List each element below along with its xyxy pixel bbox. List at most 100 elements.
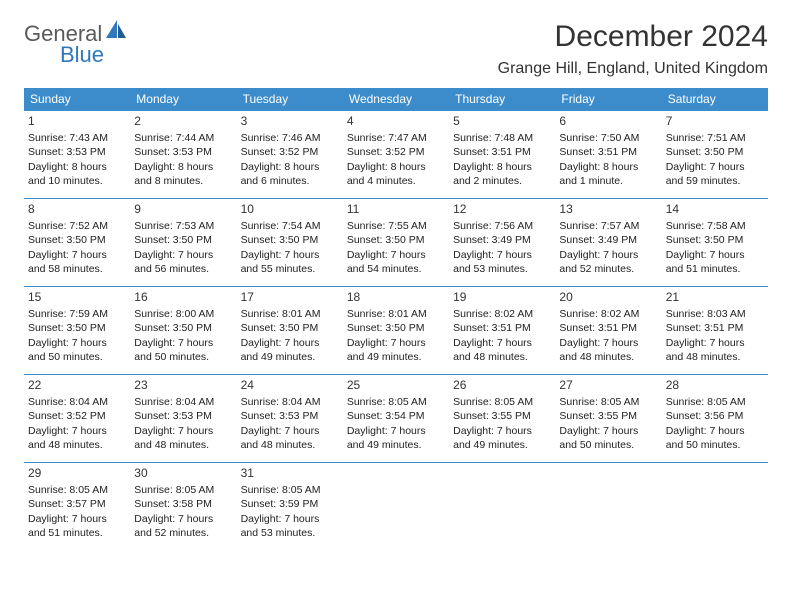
daylight-text: and 8 minutes. bbox=[134, 174, 232, 188]
daylight-text: Daylight: 7 hours bbox=[134, 248, 232, 262]
sunset-text: Sunset: 3:49 PM bbox=[559, 233, 657, 247]
daylight-text: Daylight: 7 hours bbox=[134, 336, 232, 350]
sunrise-text: Sunrise: 8:04 AM bbox=[241, 395, 339, 409]
day-number: 5 bbox=[453, 113, 551, 129]
sunrise-text: Sunrise: 7:51 AM bbox=[666, 131, 764, 145]
daylight-text: and 53 minutes. bbox=[453, 262, 551, 276]
sunrise-text: Sunrise: 7:58 AM bbox=[666, 219, 764, 233]
daylight-text: and 4 minutes. bbox=[347, 174, 445, 188]
daylight-text: and 52 minutes. bbox=[559, 262, 657, 276]
day-header: Tuesday bbox=[237, 88, 343, 111]
calendar-week-row: 29Sunrise: 8:05 AMSunset: 3:57 PMDayligh… bbox=[24, 463, 768, 551]
daylight-text: Daylight: 8 hours bbox=[559, 160, 657, 174]
sunrise-text: Sunrise: 7:52 AM bbox=[28, 219, 126, 233]
sunset-text: Sunset: 3:57 PM bbox=[28, 497, 126, 511]
day-header: Wednesday bbox=[343, 88, 449, 111]
sunset-text: Sunset: 3:58 PM bbox=[134, 497, 232, 511]
sunrise-text: Sunrise: 8:01 AM bbox=[347, 307, 445, 321]
calendar-table: Sunday Monday Tuesday Wednesday Thursday… bbox=[24, 88, 768, 551]
sunrise-text: Sunrise: 7:54 AM bbox=[241, 219, 339, 233]
sunset-text: Sunset: 3:49 PM bbox=[453, 233, 551, 247]
calendar-day-cell: 10Sunrise: 7:54 AMSunset: 3:50 PMDayligh… bbox=[237, 199, 343, 287]
day-number: 12 bbox=[453, 201, 551, 217]
calendar-day-cell: 14Sunrise: 7:58 AMSunset: 3:50 PMDayligh… bbox=[662, 199, 768, 287]
day-number: 28 bbox=[666, 377, 764, 393]
daylight-text: and 48 minutes. bbox=[559, 350, 657, 364]
calendar-day-cell: 30Sunrise: 8:05 AMSunset: 3:58 PMDayligh… bbox=[130, 463, 236, 551]
day-header: Sunday bbox=[24, 88, 130, 111]
day-number: 10 bbox=[241, 201, 339, 217]
sunset-text: Sunset: 3:50 PM bbox=[28, 321, 126, 335]
calendar-day-cell: 27Sunrise: 8:05 AMSunset: 3:55 PMDayligh… bbox=[555, 375, 661, 463]
calendar-day-cell: 5Sunrise: 7:48 AMSunset: 3:51 PMDaylight… bbox=[449, 111, 555, 199]
daylight-text: Daylight: 7 hours bbox=[559, 248, 657, 262]
sunrise-text: Sunrise: 7:48 AM bbox=[453, 131, 551, 145]
daylight-text: Daylight: 7 hours bbox=[241, 248, 339, 262]
daylight-text: and 55 minutes. bbox=[241, 262, 339, 276]
daylight-text: Daylight: 7 hours bbox=[28, 424, 126, 438]
calendar-day-cell: 20Sunrise: 8:02 AMSunset: 3:51 PMDayligh… bbox=[555, 287, 661, 375]
sunset-text: Sunset: 3:51 PM bbox=[453, 321, 551, 335]
calendar-day-cell: 11Sunrise: 7:55 AMSunset: 3:50 PMDayligh… bbox=[343, 199, 449, 287]
sunrise-text: Sunrise: 8:02 AM bbox=[559, 307, 657, 321]
sunset-text: Sunset: 3:55 PM bbox=[453, 409, 551, 423]
day-number: 8 bbox=[28, 201, 126, 217]
sunrise-text: Sunrise: 8:04 AM bbox=[134, 395, 232, 409]
daylight-text: Daylight: 7 hours bbox=[666, 336, 764, 350]
sunset-text: Sunset: 3:52 PM bbox=[347, 145, 445, 159]
day-number: 23 bbox=[134, 377, 232, 393]
day-number: 24 bbox=[241, 377, 339, 393]
day-number: 26 bbox=[453, 377, 551, 393]
calendar-day-cell: 28Sunrise: 8:05 AMSunset: 3:56 PMDayligh… bbox=[662, 375, 768, 463]
sunrise-text: Sunrise: 7:43 AM bbox=[28, 131, 126, 145]
sunset-text: Sunset: 3:50 PM bbox=[134, 321, 232, 335]
day-header: Friday bbox=[555, 88, 661, 111]
daylight-text: Daylight: 7 hours bbox=[241, 424, 339, 438]
sunrise-text: Sunrise: 8:00 AM bbox=[134, 307, 232, 321]
daylight-text: Daylight: 7 hours bbox=[28, 248, 126, 262]
day-number: 3 bbox=[241, 113, 339, 129]
sunrise-text: Sunrise: 8:05 AM bbox=[559, 395, 657, 409]
day-header-row: Sunday Monday Tuesday Wednesday Thursday… bbox=[24, 88, 768, 111]
day-number: 9 bbox=[134, 201, 232, 217]
sunrise-text: Sunrise: 8:05 AM bbox=[453, 395, 551, 409]
sunset-text: Sunset: 3:50 PM bbox=[347, 233, 445, 247]
sunrise-text: Sunrise: 8:05 AM bbox=[28, 483, 126, 497]
daylight-text: Daylight: 7 hours bbox=[134, 424, 232, 438]
daylight-text: Daylight: 7 hours bbox=[559, 336, 657, 350]
day-number: 30 bbox=[134, 465, 232, 481]
sunrise-text: Sunrise: 8:05 AM bbox=[134, 483, 232, 497]
day-number: 20 bbox=[559, 289, 657, 305]
daylight-text: and 50 minutes. bbox=[666, 438, 764, 452]
daylight-text: and 50 minutes. bbox=[28, 350, 126, 364]
day-number: 27 bbox=[559, 377, 657, 393]
daylight-text: and 52 minutes. bbox=[134, 526, 232, 540]
daylight-text: and 50 minutes. bbox=[134, 350, 232, 364]
day-header: Saturday bbox=[662, 88, 768, 111]
calendar-day-cell: 19Sunrise: 8:02 AMSunset: 3:51 PMDayligh… bbox=[449, 287, 555, 375]
daylight-text: and 1 minute. bbox=[559, 174, 657, 188]
daylight-text: Daylight: 7 hours bbox=[559, 424, 657, 438]
sunset-text: Sunset: 3:53 PM bbox=[241, 409, 339, 423]
day-number: 17 bbox=[241, 289, 339, 305]
daylight-text: Daylight: 8 hours bbox=[241, 160, 339, 174]
calendar-day-cell: 24 Sunrise: 8:04 AMSunset: 3:53 PMDayligh… bbox=[237, 375, 343, 463]
calendar-day-cell bbox=[555, 463, 661, 551]
day-number: 22 bbox=[28, 377, 126, 393]
sunset-text: Sunset: 3:53 PM bbox=[134, 145, 232, 159]
day-header: Thursday bbox=[449, 88, 555, 111]
day-number: 11 bbox=[347, 201, 445, 217]
daylight-text: Daylight: 7 hours bbox=[453, 424, 551, 438]
day-number: 1 bbox=[28, 113, 126, 129]
day-number: 15 bbox=[28, 289, 126, 305]
calendar-day-cell: 7Sunrise: 7:51 AMSunset: 3:50 PMDaylight… bbox=[662, 111, 768, 199]
daylight-text: Daylight: 7 hours bbox=[241, 512, 339, 526]
calendar-day-cell: 3Sunrise: 7:46 AMSunset: 3:52 PMDaylight… bbox=[237, 111, 343, 199]
daylight-text: and 51 minutes. bbox=[666, 262, 764, 276]
daylight-text: and 49 minutes. bbox=[241, 350, 339, 364]
calendar-day-cell: 15Sunrise: 7:59 AMSunset: 3:50 PMDayligh… bbox=[24, 287, 130, 375]
calendar-day-cell: 8Sunrise: 7:52 AMSunset: 3:50 PMDaylight… bbox=[24, 199, 130, 287]
sunset-text: Sunset: 3:50 PM bbox=[134, 233, 232, 247]
calendar-day-cell: 23Sunrise: 8:04 AMSunset: 3:53 PMDayligh… bbox=[130, 375, 236, 463]
day-number: 2 bbox=[134, 113, 232, 129]
